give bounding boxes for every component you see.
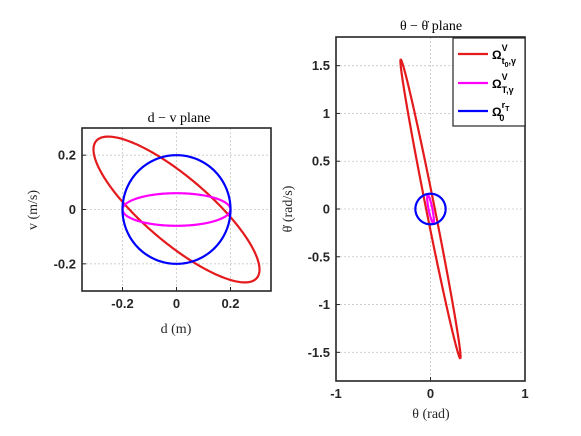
theta-ticks: -1 0 1 -1.5 -1 -0.5 0 0.5 1 1.5 xyxy=(308,58,529,401)
legend: ΩV t0,γ ΩV T,γ ΩrT 0 xyxy=(452,37,526,127)
dv-y-tick-label: 0 xyxy=(69,202,76,217)
dv-curves xyxy=(92,135,261,284)
theta-y-axis-label: θ̇ (rad/s) xyxy=(281,185,296,232)
theta-y-tick-label: 0.5 xyxy=(312,154,330,169)
dv-series-1-curve xyxy=(92,135,261,284)
theta-x-axis-label: θ (rad) xyxy=(412,407,450,422)
theta-y-tick-label: 1 xyxy=(323,106,330,121)
theta-x-tick-label: -1 xyxy=(330,386,342,401)
theta-curves xyxy=(399,58,462,360)
theta-series-3-curve xyxy=(414,192,447,226)
legend-label-3: ΩrT 0 xyxy=(492,100,510,123)
dv-x-tick-label: -0.2 xyxy=(111,296,133,311)
dv-ticks: -0.2 0 0.2 -0.2 0 0.2 xyxy=(54,148,240,311)
dv-x-tick-label: 0.2 xyxy=(221,296,239,311)
theta-plane-title: θ − θ̇ plane xyxy=(400,19,462,34)
dv-plane-title: d − v plane xyxy=(148,111,211,126)
theta-x-tick-label: 0 xyxy=(427,386,434,401)
theta-y-tick-label: -1 xyxy=(318,297,330,312)
dv-series-3-curve xyxy=(121,154,232,265)
dv-plane-panel: d − v plane -0.2 0 0.2 -0.2 0 0.2 d (m) v (m/… xyxy=(26,111,272,337)
dv-x-tick-label: 0 xyxy=(173,296,180,311)
dv-grid xyxy=(82,128,271,291)
dv-y-tick-label: 0.2 xyxy=(58,148,76,163)
theta-y-tick-label: 1.5 xyxy=(312,58,330,73)
dv-y-axis-label: v (m/s) xyxy=(26,190,41,230)
theta-x-tick-label: 1 xyxy=(521,386,528,401)
legend-label-2: ΩV T,γ xyxy=(492,72,514,95)
theta-y-tick-label: 0 xyxy=(323,202,330,217)
theta-series-1-curve xyxy=(399,58,462,360)
dv-x-axis-label: d (m) xyxy=(161,322,192,337)
theta-y-tick-label: -1.5 xyxy=(308,345,330,360)
theta-plane-panel: θ − θ̇ plane -1 0 1 -1.5 -1 -0.5 0 0.5 1 1.5 θ (r… xyxy=(281,19,529,422)
legend-label-1: ΩV t0,γ xyxy=(492,43,516,69)
dv-y-tick-label: -0.2 xyxy=(54,256,76,271)
theta-y-tick-label: -0.5 xyxy=(308,249,330,264)
